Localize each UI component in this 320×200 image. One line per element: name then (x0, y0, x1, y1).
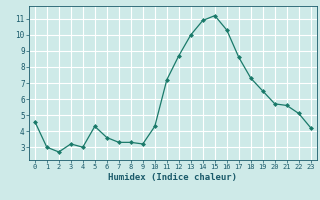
X-axis label: Humidex (Indice chaleur): Humidex (Indice chaleur) (108, 173, 237, 182)
